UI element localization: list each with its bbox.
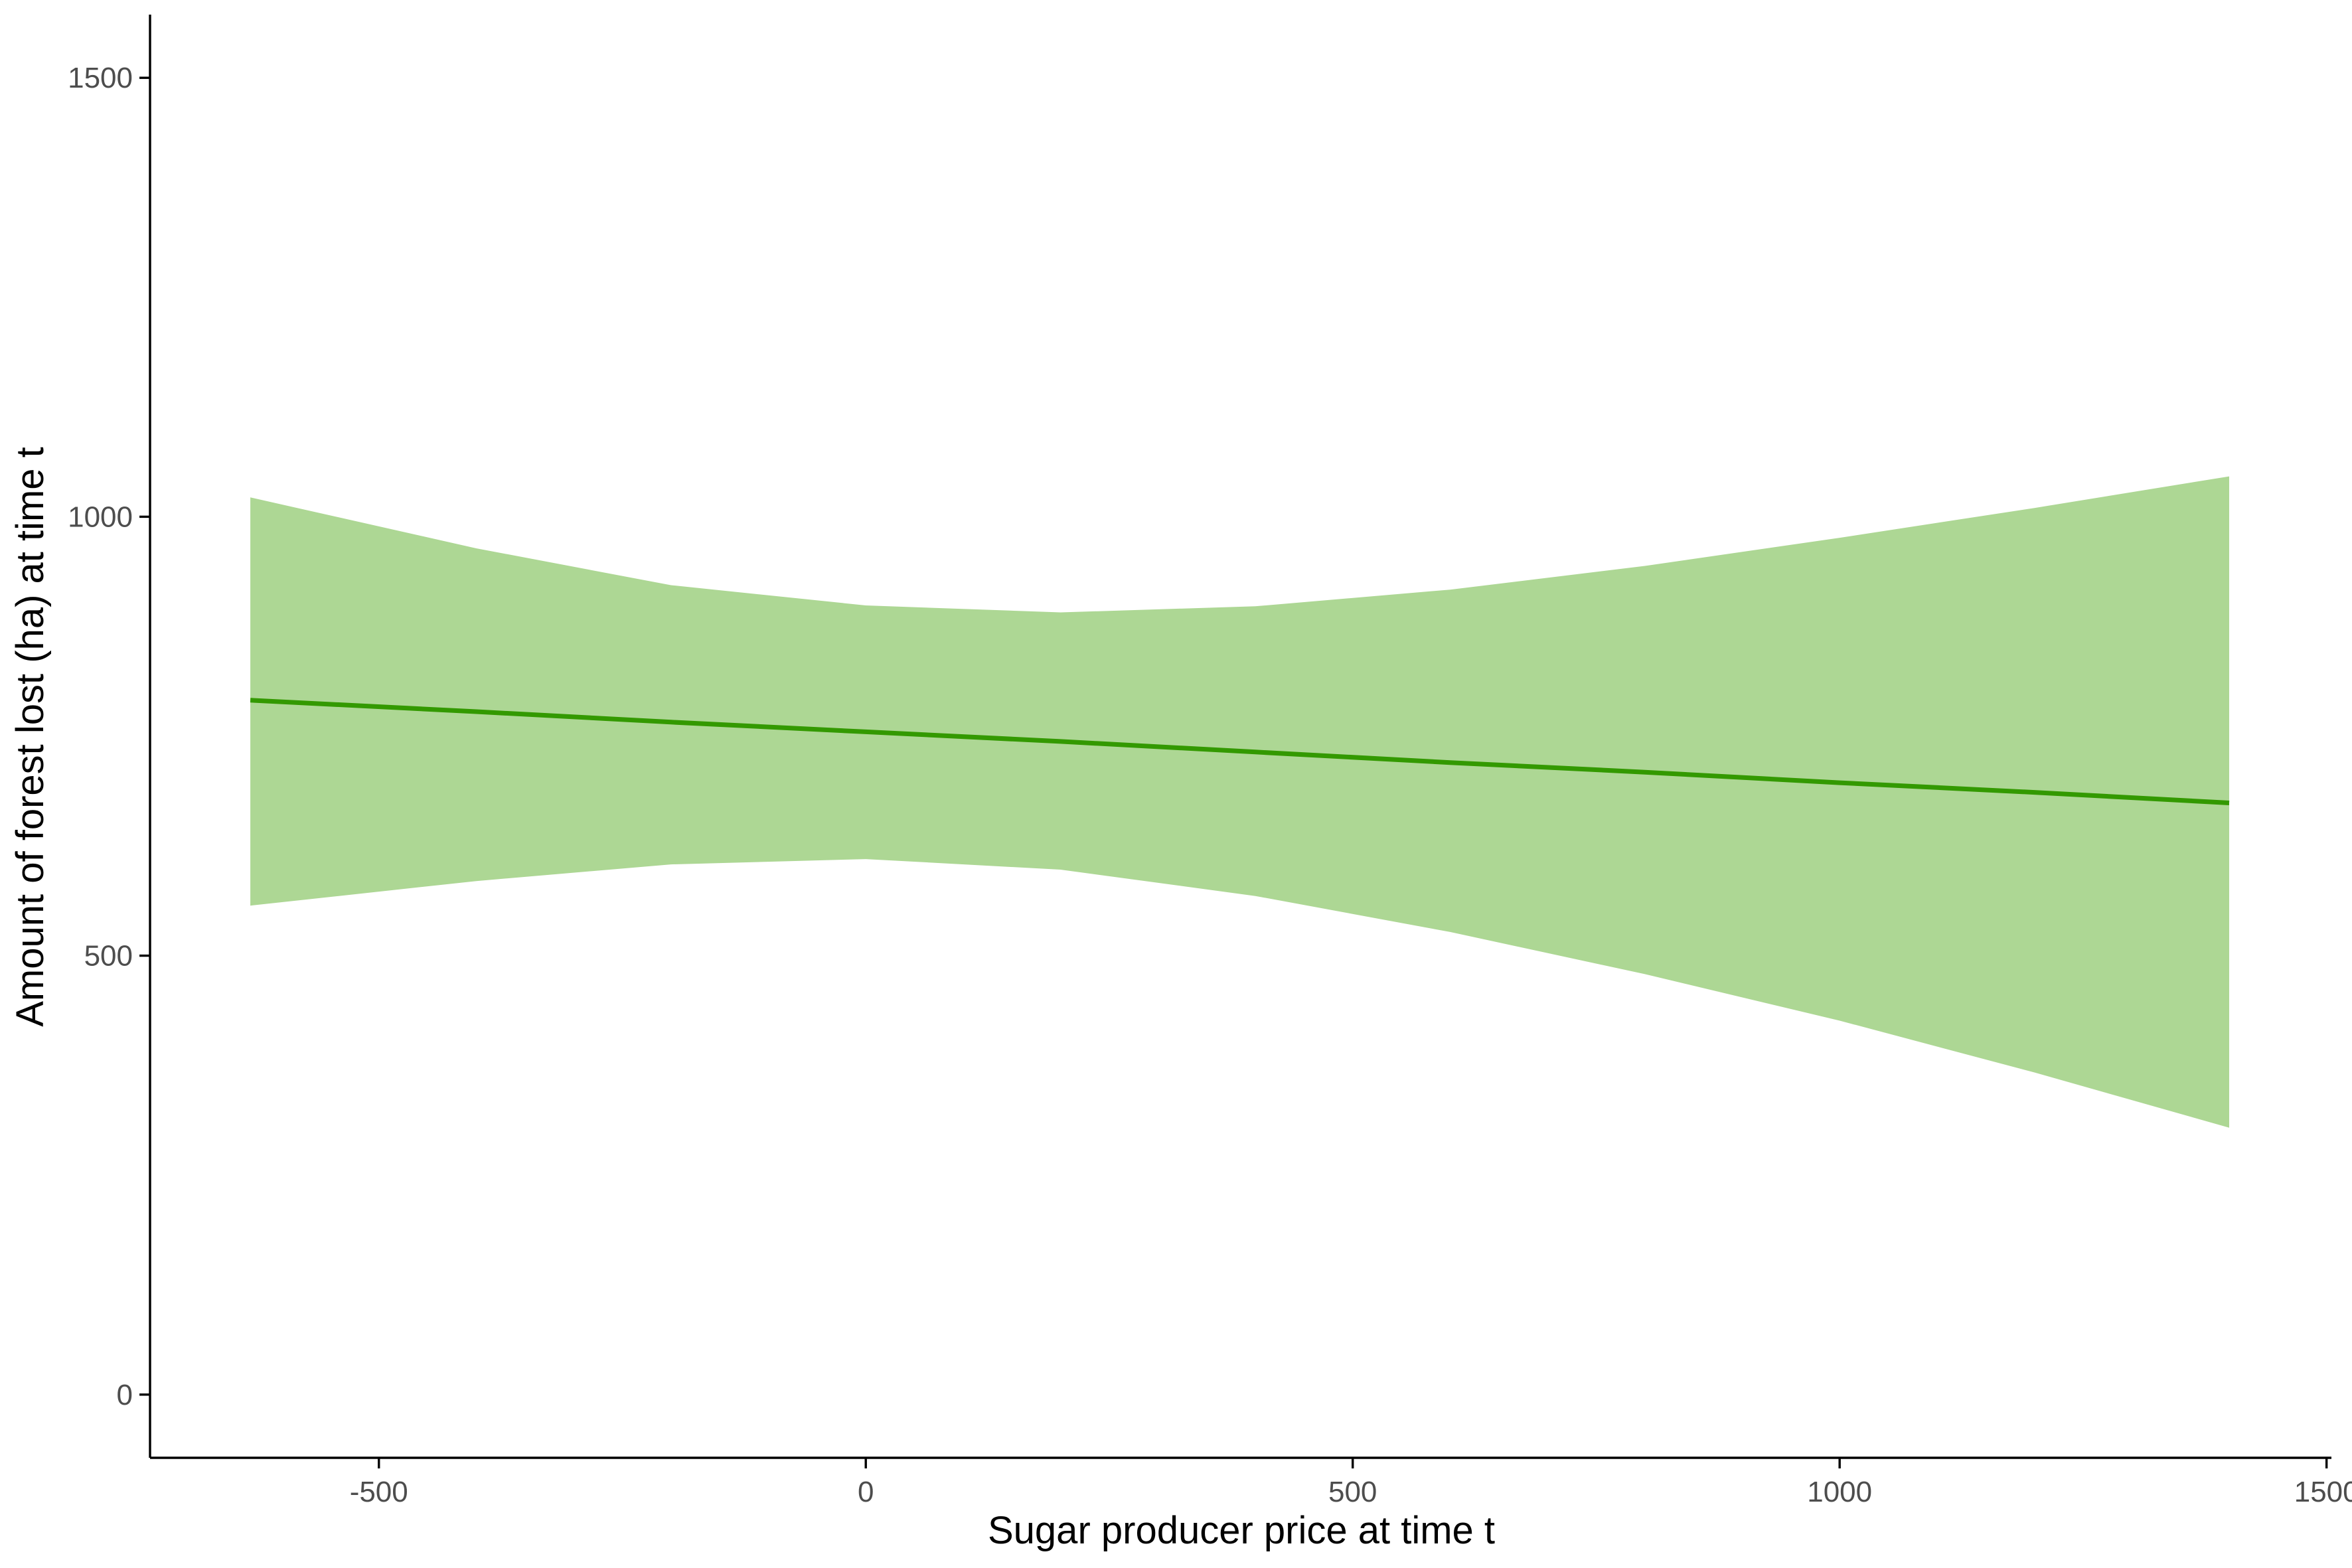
x-tick-label: 500	[1328, 1476, 1377, 1508]
confidence-band-layer	[250, 476, 2229, 1128]
y-tick-label: 500	[84, 940, 133, 973]
confidence-band	[250, 476, 2229, 1128]
trend-line-layer	[250, 698, 2230, 805]
x-axis-title: Sugar producer price at time t	[988, 1509, 1495, 1552]
trend-line	[250, 698, 2230, 805]
x-tick-label: -500	[350, 1476, 408, 1508]
y-tick-label: 0	[117, 1379, 133, 1411]
y-ticks: 0 500 1000 1500	[68, 62, 150, 1411]
x-ticks: -500 0 500 1000 1500	[350, 1458, 2352, 1508]
x-tick-label: 1000	[1807, 1476, 1872, 1508]
x-tick-label: 1500	[2294, 1476, 2352, 1508]
axes	[149, 15, 2331, 1459]
x-tick-label: 0	[858, 1476, 874, 1508]
y-axis-title: Amount of forest lost (ha) at time t	[9, 447, 52, 1027]
y-tick-label: 1500	[68, 62, 133, 94]
y-tick-label: 1000	[68, 501, 133, 533]
